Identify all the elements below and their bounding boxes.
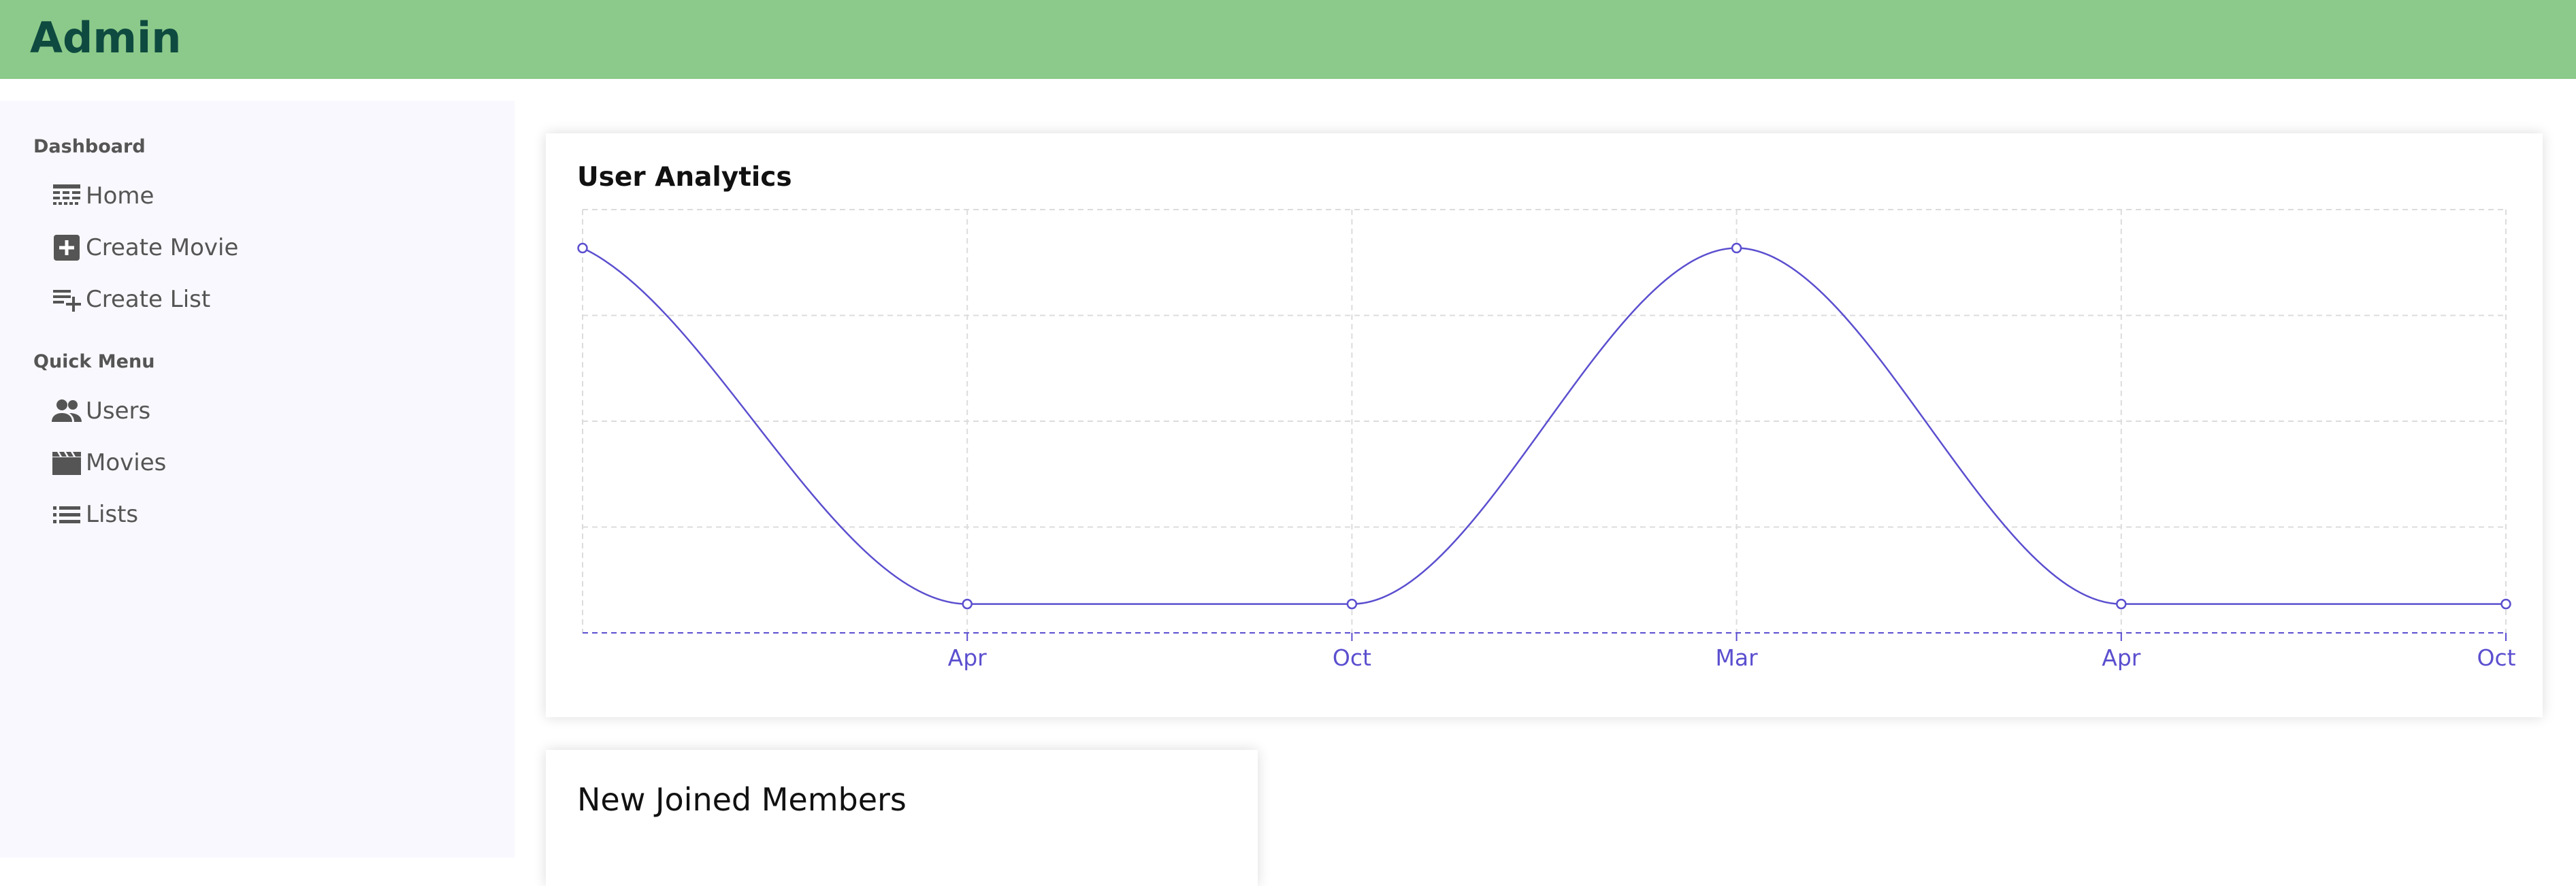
card-title: New Joined Members [577,781,907,818]
user-analytics-card: User Analytics Apr Oct Mar Apr Oct [546,133,2543,717]
sidebar-item-movies[interactable]: Movies [50,442,166,483]
user-analytics-chart: Apr Oct Mar Apr Oct [577,209,2516,671]
top-bar: Admin [0,0,2576,79]
data-point [2116,598,2127,610]
section-title-dashboard: Dashboard [33,136,146,157]
list-icon [50,498,83,531]
sidebar-item-label: Home [86,182,154,210]
playlist-add-icon [50,283,83,316]
data-point [962,598,973,610]
x-tick-label: Oct [1333,644,1371,671]
sidebar-item-create-movie[interactable]: Create Movie [50,227,238,268]
sidebar: Dashboard Home Create Movie Create List … [0,101,515,857]
x-tick-label: Apr [948,644,988,671]
sidebar-item-home[interactable]: Home [50,176,154,216]
series-line [582,247,2506,605]
add-box-icon [50,231,83,264]
sidebar-item-create-list[interactable]: Create List [50,279,210,320]
card-title: User Analytics [577,162,792,193]
data-point [1731,242,1742,254]
x-tick-label: Oct [2477,644,2515,671]
sidebar-item-users[interactable]: Users [50,391,150,431]
movie-icon [50,446,83,479]
sidebar-item-label: Users [86,397,151,425]
x-tick-label: Apr [2102,644,2141,671]
sidebar-item-label: Lists [86,501,139,528]
x-tick-label: Mar [1715,644,1758,671]
people-icon [50,395,83,427]
sidebar-item-lists[interactable]: Lists [50,494,138,535]
sidebar-item-label: Create Movie [86,234,239,261]
app-logo[interactable]: Admin [30,13,182,63]
sidebar-item-label: Create List [86,286,211,313]
new-members-card: New Joined Members [546,750,1258,886]
data-point [1346,598,1358,610]
sidebar-item-label: Movies [86,449,167,476]
section-title-quick-menu: Quick Menu [33,351,155,372]
table-icon [50,180,83,212]
data-point [577,242,588,254]
data-point [2500,598,2511,610]
